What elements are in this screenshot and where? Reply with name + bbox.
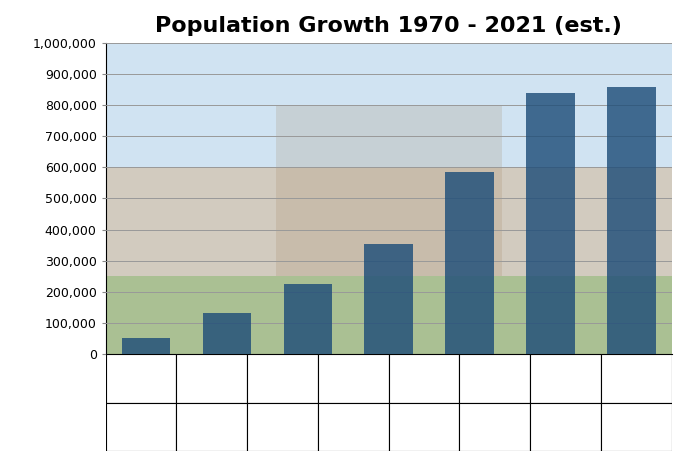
Bar bbox=[177, 402, 247, 451]
Text: 839,706: 839,706 bbox=[542, 420, 590, 433]
Text: 225,421: 225,421 bbox=[329, 420, 378, 433]
Text: 2000: 2000 bbox=[409, 372, 439, 385]
Text: 52,314: 52,314 bbox=[192, 420, 233, 433]
Text: 2010: 2010 bbox=[480, 372, 509, 385]
Bar bbox=[460, 354, 530, 402]
Text: 585,375: 585,375 bbox=[471, 420, 519, 433]
Bar bbox=[284, 284, 332, 354]
Text: 1970: 1970 bbox=[197, 372, 227, 385]
Bar bbox=[247, 402, 318, 451]
Bar bbox=[247, 354, 318, 402]
Bar bbox=[276, 105, 502, 276]
Text: 1980: 1980 bbox=[268, 372, 297, 385]
Bar bbox=[531, 402, 601, 451]
Bar bbox=[601, 354, 672, 402]
Bar bbox=[106, 402, 177, 451]
Bar bbox=[106, 354, 177, 402]
Bar bbox=[601, 402, 672, 451]
Text: 1990: 1990 bbox=[338, 372, 368, 385]
Bar bbox=[106, 43, 672, 354]
Bar bbox=[203, 313, 251, 354]
Bar bbox=[607, 87, 655, 354]
Text: 354,452: 354,452 bbox=[400, 420, 448, 433]
Bar bbox=[389, 354, 460, 402]
Bar bbox=[318, 402, 389, 451]
Title: Population Growth 1970 - 2021 (est.): Population Growth 1970 - 2021 (est.) bbox=[155, 16, 622, 36]
Bar bbox=[0, 354, 682, 451]
Bar bbox=[318, 354, 389, 402]
Bar bbox=[364, 244, 413, 354]
Bar bbox=[460, 402, 530, 451]
Bar bbox=[122, 338, 170, 354]
Text: 130,846: 130,846 bbox=[258, 420, 307, 433]
Bar bbox=[527, 93, 575, 354]
Text: 2020: 2020 bbox=[551, 372, 580, 385]
Bar bbox=[445, 172, 494, 354]
Text: Series1: Series1 bbox=[119, 420, 163, 433]
Bar bbox=[389, 402, 460, 451]
Bar bbox=[177, 354, 247, 402]
Bar bbox=[106, 276, 672, 354]
Text: 2021: 2021 bbox=[621, 372, 651, 385]
Bar bbox=[106, 167, 672, 354]
Bar bbox=[531, 354, 601, 402]
Bar bbox=[0, 0, 682, 43]
Text: 858,902: 858,902 bbox=[612, 420, 660, 433]
